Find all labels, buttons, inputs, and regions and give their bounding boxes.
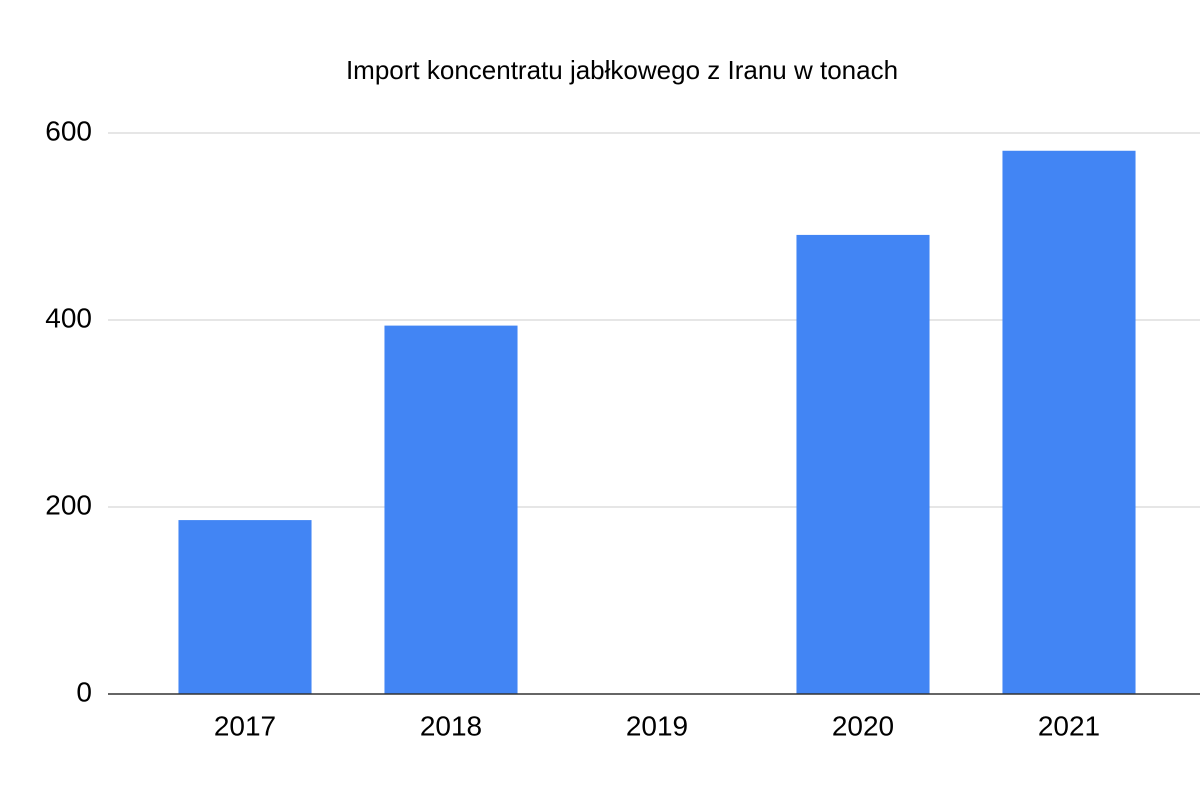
- x-tick-label: 2017: [214, 710, 276, 741]
- x-tick-label: 2020: [832, 710, 894, 741]
- bar: [384, 325, 518, 694]
- y-tick-label: 200: [45, 489, 92, 520]
- bar: [1002, 150, 1136, 694]
- x-tick-label: 2018: [420, 710, 482, 741]
- y-tick-label: 400: [45, 302, 92, 333]
- y-tick-label: 0: [76, 676, 92, 707]
- chart-title: Import koncentratu jabłkowego z Iranu w …: [346, 55, 898, 85]
- bar: [796, 234, 930, 695]
- x-tick-label: 2021: [1038, 710, 1100, 741]
- x-tick-label: 2019: [626, 710, 688, 741]
- bar: [178, 520, 312, 694]
- y-tick-label: 600: [45, 115, 92, 146]
